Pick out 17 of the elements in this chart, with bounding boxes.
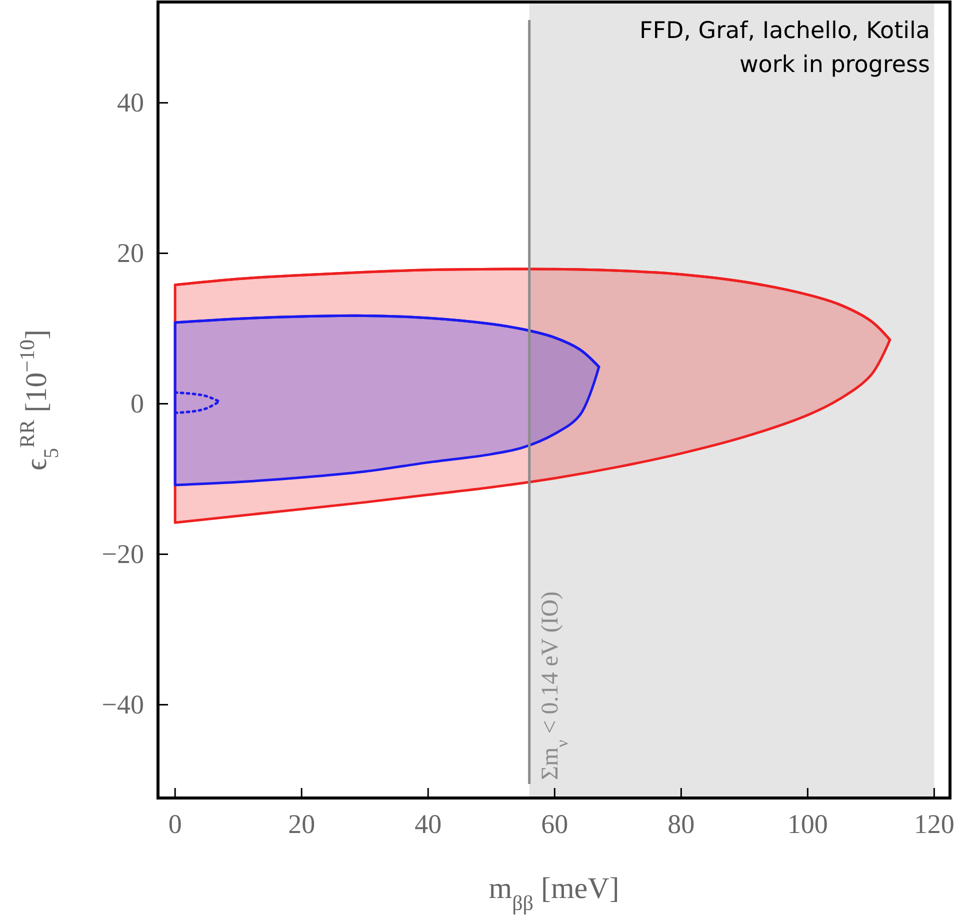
annotation: work in progress: [739, 52, 930, 78]
x-tick-label: 80: [668, 809, 695, 840]
annotation: FFD, Graf, Iachello, Kotila: [639, 18, 930, 44]
y-tick-label: 20: [117, 238, 144, 268]
y-tick-label: 40: [117, 87, 144, 118]
x-tick-label: 60: [541, 809, 568, 840]
x-axis-title: m$_{ββ}$ [meV]: [488, 872, 620, 915]
y-tick-label: −40: [102, 689, 144, 720]
x-tick-label: 120: [914, 809, 954, 840]
line-series: [174, 268, 892, 342]
x-tick-label: 40: [414, 809, 442, 840]
x-tick-label: 0: [168, 809, 182, 840]
line-series: [174, 314, 600, 368]
x-tick-label: 100: [787, 809, 828, 840]
x-tick-label: 20: [288, 809, 316, 840]
y-tick-label: −20: [102, 538, 144, 569]
y-tick-label: 0: [130, 388, 144, 418]
